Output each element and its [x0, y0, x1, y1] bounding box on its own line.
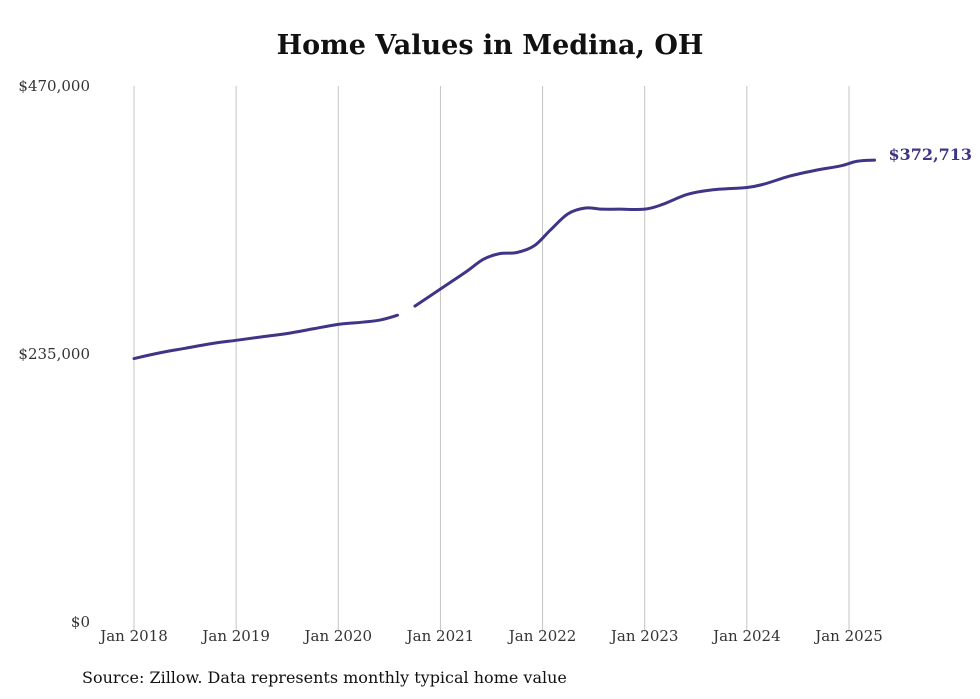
y-tick-label: $470,000	[18, 77, 90, 95]
end-value-label: $372,713	[889, 145, 973, 164]
x-tick-label: Jan 2025	[813, 627, 883, 645]
x-tick-label: Jan 2019	[200, 627, 270, 645]
x-tick-label: Jan 2022	[507, 627, 577, 645]
chart-title: Home Values in Medina, OH	[276, 30, 704, 61]
x-tick-label: Jan 2021	[405, 627, 475, 645]
x-axis-ticks: Jan 2018 Jan 2019 Jan 2020 Jan 2021 Jan 2022…	[98, 627, 883, 645]
x-tick-label: Jan 2024	[711, 627, 781, 645]
y-axis-ticks: $0 $235,000 $470,000	[18, 77, 90, 631]
x-tick-label: Jan 2020	[303, 627, 373, 645]
series-line-segment-1	[413, 158, 877, 308]
series-lines	[132, 158, 877, 361]
y-tick-label: $235,000	[18, 345, 90, 363]
x-tick-label: Jan 2018	[98, 627, 168, 645]
gridlines	[133, 86, 850, 632]
data-labels: $372,713	[889, 145, 973, 164]
series-line-segment-0	[132, 313, 400, 361]
x-tick-label: Jan 2023	[609, 627, 679, 645]
source-note: Source: Zillow. Data represents monthly …	[82, 668, 567, 687]
y-tick-label: $0	[71, 613, 90, 631]
